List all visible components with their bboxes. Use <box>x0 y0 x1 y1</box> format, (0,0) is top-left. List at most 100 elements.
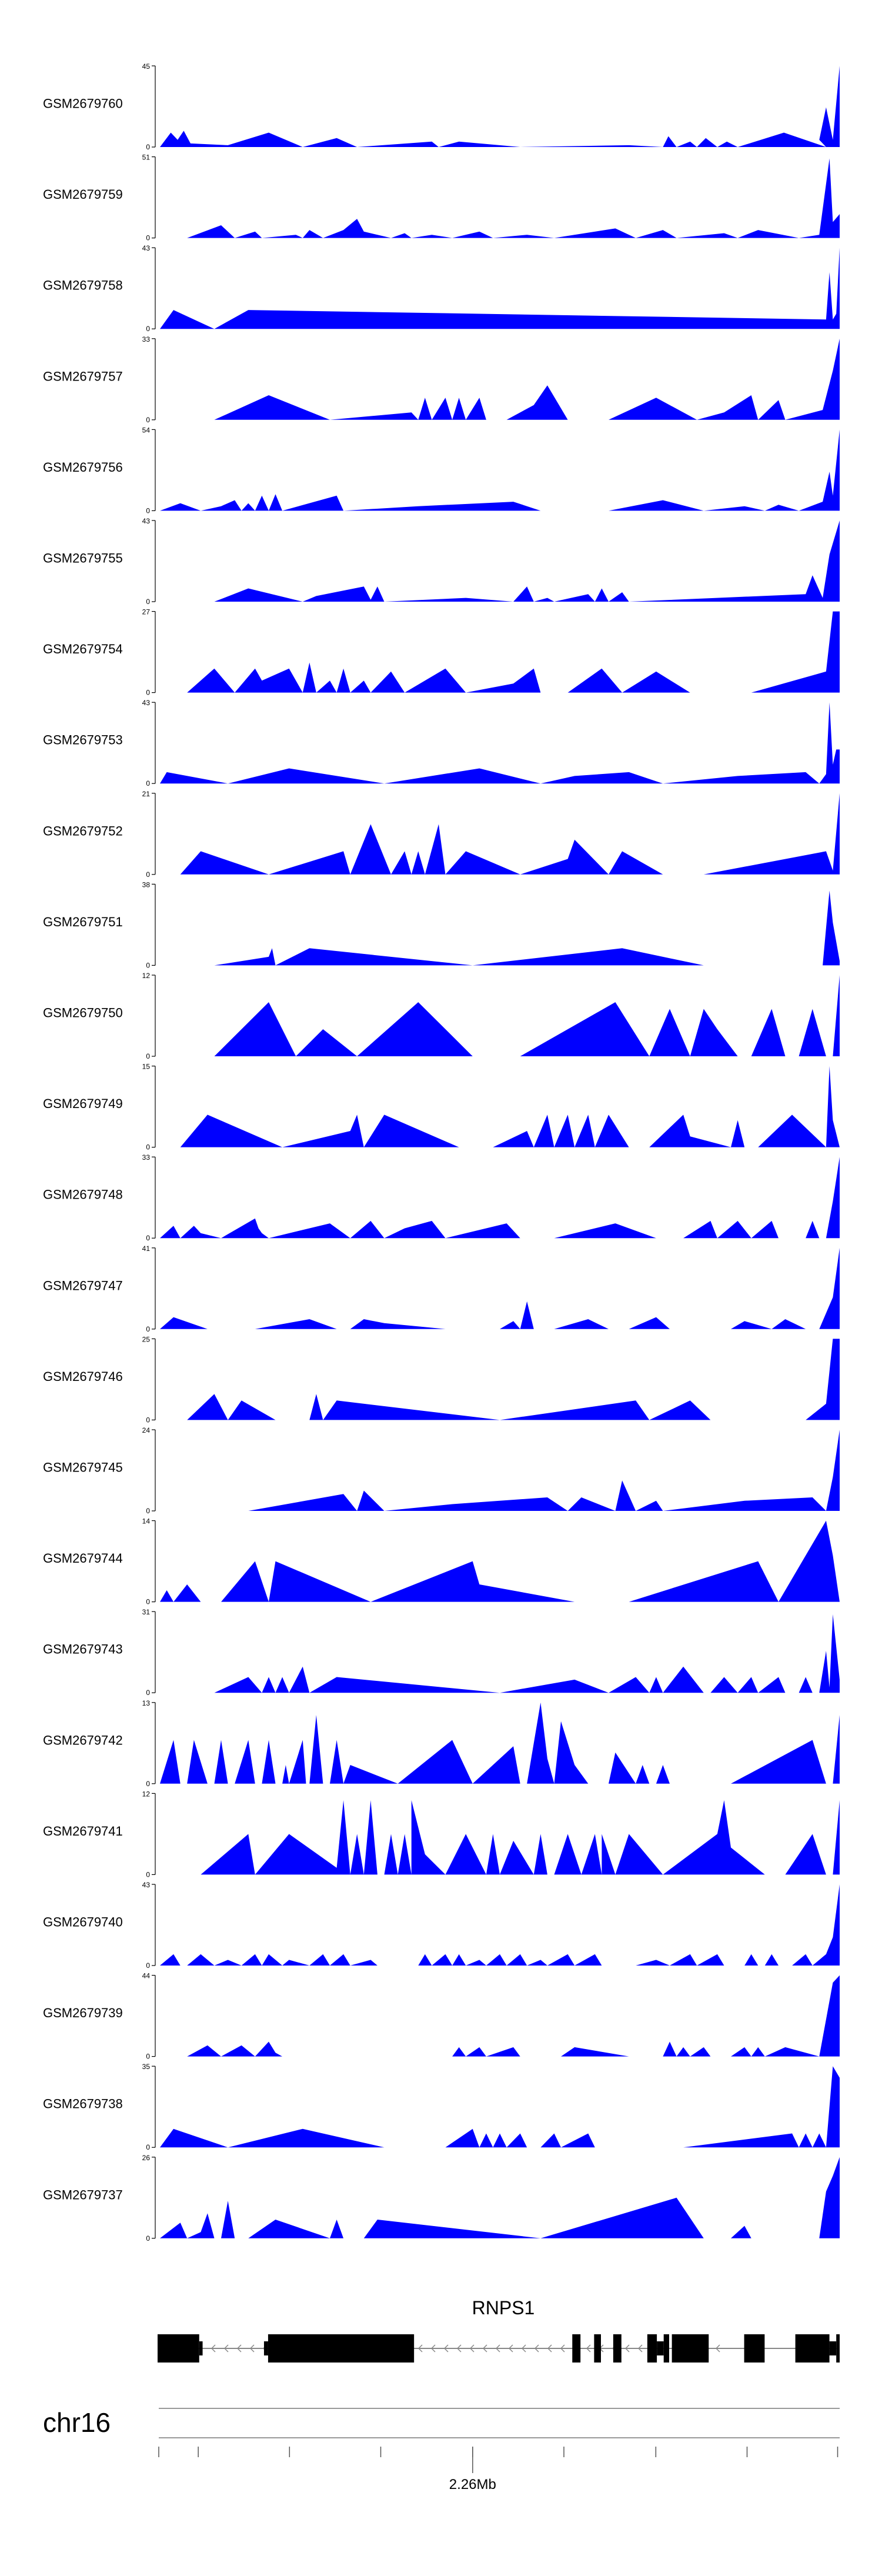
track-label: GSM2679753 <box>43 733 123 748</box>
track-label: GSM2679758 <box>43 278 123 293</box>
y-max-label: 24 <box>142 1426 151 1434</box>
track-label: GSM2679749 <box>43 1096 123 1111</box>
y-zero-label: 0 <box>146 1143 150 1152</box>
exon-block <box>158 2334 199 2363</box>
track-label: GSM2679751 <box>43 915 123 929</box>
track-label: GSM2679738 <box>43 2097 123 2111</box>
exon-block <box>268 2334 415 2363</box>
track-label: GSM2679741 <box>43 1824 123 1838</box>
strand-arrow <box>469 2344 475 2353</box>
y-max-label: 25 <box>142 1335 151 1343</box>
track-GSM2679738: GSM2679738 35 0 <box>43 2063 840 2151</box>
strand-arrow <box>430 2344 436 2353</box>
coverage-area <box>160 2157 840 2238</box>
y-max-label: 21 <box>142 790 151 798</box>
track-label: GSM2679750 <box>43 1005 123 1020</box>
y-zero-label: 0 <box>146 779 150 788</box>
track-GSM2679748: GSM2679748 33 0 <box>43 1153 840 1242</box>
y-max-label: 51 <box>142 154 151 162</box>
y-zero-label: 0 <box>146 2053 150 2061</box>
y-max-label: 13 <box>142 1699 151 1707</box>
y-zero-label: 0 <box>146 1234 150 1242</box>
coverage-area <box>160 1430 840 1511</box>
track-label: GSM2679748 <box>43 1187 123 1202</box>
exon-block <box>671 2334 709 2363</box>
y-zero-label: 0 <box>146 1780 150 1788</box>
y-zero-label: 0 <box>146 2143 150 2151</box>
y-zero-label: 0 <box>146 1961 150 1970</box>
track-label: GSM2679756 <box>43 460 123 475</box>
exon-block <box>663 2334 669 2363</box>
track-label: GSM2679740 <box>43 1914 123 1929</box>
track-label: GSM2679737 <box>43 2187 123 2202</box>
y-zero-label: 0 <box>146 689 150 697</box>
coverage-area <box>160 338 840 420</box>
utr-block <box>263 2341 268 2355</box>
track-GSM2679747: GSM2679747 41 0 <box>43 1244 840 1333</box>
coverage-area <box>160 1975 840 2057</box>
strand-arrow <box>534 2344 539 2353</box>
track-label: GSM2679759 <box>43 187 123 202</box>
track-GSM2679737: GSM2679737 26 0 <box>43 2154 840 2243</box>
track-GSM2679746: GSM2679746 25 0 <box>43 1335 840 1424</box>
y-max-label: 43 <box>142 699 151 707</box>
track-label: GSM2679754 <box>43 642 123 656</box>
y-max-label: 41 <box>142 1244 151 1253</box>
strand-arrow <box>547 2344 552 2353</box>
strand-arrow <box>417 2344 423 2353</box>
strand-arrow <box>586 2344 591 2353</box>
y-max-label: 44 <box>142 1972 151 1980</box>
strand-arrow <box>624 2344 630 2353</box>
utr-block <box>199 2341 203 2355</box>
y-zero-label: 0 <box>146 1870 150 1878</box>
y-max-label: 26 <box>142 2154 151 2162</box>
coverage-area <box>160 2066 840 2148</box>
coverage-area <box>160 890 840 966</box>
exon-block <box>647 2334 657 2363</box>
coverage-area <box>160 429 840 511</box>
track-label: GSM2679739 <box>43 2006 123 2020</box>
y-zero-label: 0 <box>146 1325 150 1333</box>
y-max-label: 12 <box>142 972 151 980</box>
y-zero-label: 0 <box>146 1507 150 1515</box>
strand-arrow <box>236 2344 242 2353</box>
y-max-label: 12 <box>142 1790 151 1798</box>
track-label: GSM2679752 <box>43 823 123 838</box>
y-max-label: 43 <box>142 1881 151 1889</box>
strand-arrow <box>211 2344 216 2353</box>
y-max-label: 45 <box>142 62 151 71</box>
track-label: GSM2679743 <box>43 1642 123 1657</box>
y-zero-label: 0 <box>146 1416 150 1424</box>
track-GSM2679752: GSM2679752 21 0 <box>43 790 840 879</box>
y-zero-label: 0 <box>146 1598 150 1606</box>
strand-arrow <box>637 2344 643 2353</box>
gene-name: RNPS1 <box>472 2297 535 2318</box>
track-GSM2679753: GSM2679753 43 0 <box>43 699 840 788</box>
y-max-label: 35 <box>142 2063 151 2071</box>
exon-block <box>572 2334 581 2363</box>
track-label: GSM2679744 <box>43 1551 123 1566</box>
coverage-area <box>160 611 840 693</box>
y-zero-label: 0 <box>146 325 150 333</box>
track-GSM2679745: GSM2679745 24 0 <box>43 1426 840 1515</box>
track-GSM2679739: GSM2679739 44 0 <box>43 1972 840 2061</box>
axis-position-label: 2.26Mb <box>449 2477 496 2492</box>
track-label: GSM2679757 <box>43 369 123 383</box>
coverage-area <box>160 1157 840 1239</box>
track-label: GSM2679755 <box>43 550 123 565</box>
utr-block <box>829 2341 837 2355</box>
y-zero-label: 0 <box>146 961 150 969</box>
track-GSM2679751: GSM2679751 38 0 <box>43 880 840 969</box>
y-zero-label: 0 <box>146 870 150 879</box>
y-zero-label: 0 <box>146 416 150 424</box>
y-zero-label: 0 <box>146 234 150 242</box>
track-GSM2679744: GSM2679744 14 0 <box>43 1517 840 1606</box>
coverage-area <box>160 1884 840 1966</box>
y-zero-label: 0 <box>146 598 150 606</box>
y-max-label: 33 <box>142 1153 151 1162</box>
strand-arrow <box>560 2344 565 2353</box>
track-label: GSM2679742 <box>43 1733 123 1747</box>
y-zero-label: 0 <box>146 1052 150 1060</box>
y-max-label: 54 <box>142 426 151 434</box>
y-zero-label: 0 <box>146 1689 150 1697</box>
